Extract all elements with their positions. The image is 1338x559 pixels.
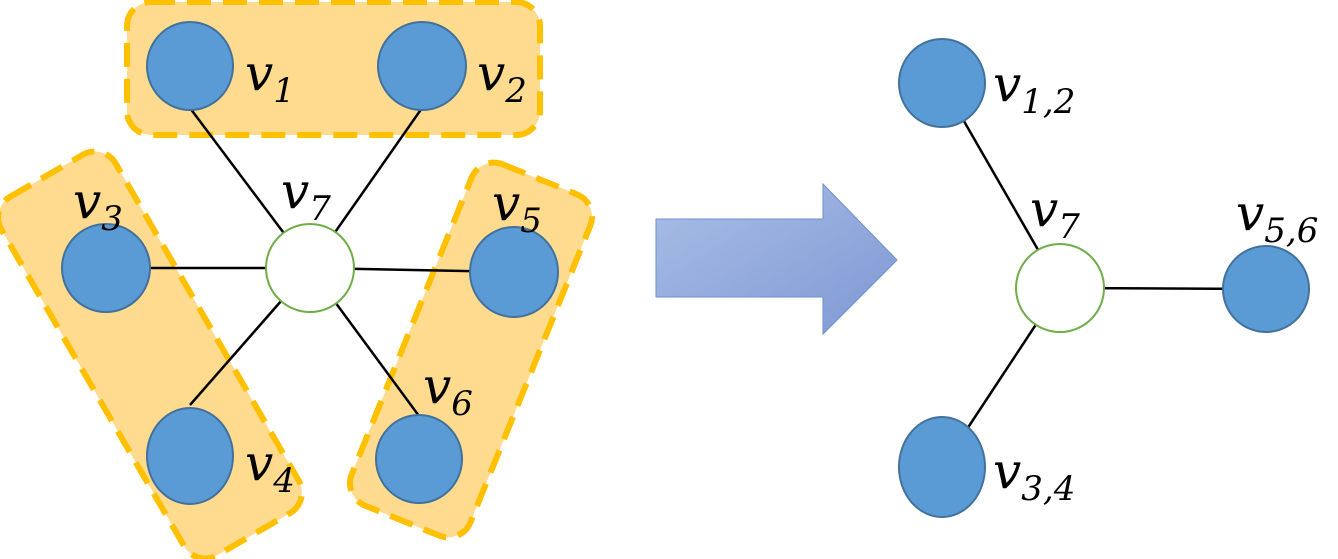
group-box-v5-v6 — [346, 159, 596, 541]
node-v12 — [898, 38, 986, 128]
node-v7-right — [1015, 243, 1105, 333]
label-v3: v3 — [73, 172, 123, 239]
node-v3 — [61, 223, 151, 313]
transition-arrow — [655, 182, 898, 336]
node-v34 — [898, 416, 986, 518]
label-v4: v4 — [245, 434, 295, 501]
label-v2: v2 — [477, 44, 527, 111]
label-v7: v7 — [281, 162, 331, 229]
node-v1 — [146, 21, 234, 111]
label-v5: v5 — [492, 174, 542, 241]
node-v5 — [469, 226, 559, 318]
label-v6: v6 — [423, 357, 473, 424]
label-v1: v1 — [245, 44, 295, 111]
node-v2 — [377, 21, 467, 111]
label-v7-right: v7 — [1030, 180, 1080, 247]
label-v12: v1,2 — [993, 55, 1075, 122]
node-v7 — [265, 223, 355, 313]
node-v56 — [1222, 245, 1310, 333]
label-v34: v3,4 — [993, 442, 1075, 509]
node-v4 — [146, 407, 234, 505]
label-v56: v5,6 — [1236, 184, 1318, 251]
node-v6 — [375, 414, 463, 504]
